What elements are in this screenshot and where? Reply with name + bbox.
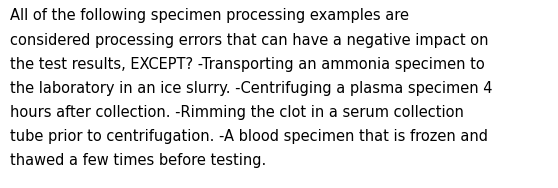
Text: All of the following specimen processing examples are: All of the following specimen processing…	[10, 8, 409, 24]
Text: tube prior to centrifugation. -A blood specimen that is frozen and: tube prior to centrifugation. -A blood s…	[10, 129, 488, 144]
Text: the laboratory in an ice slurry. -Centrifuging a plasma specimen 4: the laboratory in an ice slurry. -Centri…	[10, 81, 493, 96]
Text: hours after collection. -Rimming the clot in a serum collection: hours after collection. -Rimming the clo…	[10, 105, 464, 120]
Text: thawed a few times before testing.: thawed a few times before testing.	[10, 153, 266, 168]
Text: the test results, EXCEPT? -Transporting an ammonia specimen to: the test results, EXCEPT? -Transporting …	[10, 57, 485, 72]
Text: considered processing errors that can have a negative impact on: considered processing errors that can ha…	[10, 33, 489, 48]
